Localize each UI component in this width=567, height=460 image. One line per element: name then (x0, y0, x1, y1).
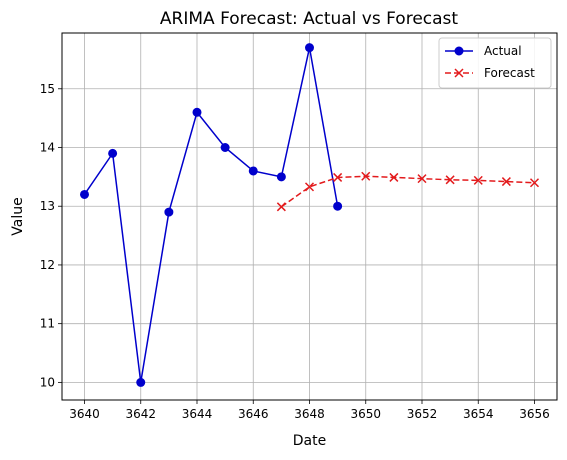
forecast-point (333, 172, 343, 182)
series-layer (80, 43, 540, 387)
forecast-point (501, 177, 511, 187)
legend-item-actual: Actual (445, 44, 522, 58)
forecast-series-line (280, 175, 535, 208)
actual-point (192, 107, 202, 117)
x-tick-label: 3642 (125, 407, 156, 421)
y-tick-label: 15 (40, 82, 55, 96)
actual-point (305, 43, 314, 53)
x-tick-label: 3646 (238, 407, 269, 421)
actual-point (136, 377, 146, 387)
forecast-point (389, 172, 399, 182)
chart-title: ARIMA Forecast: Actual vs Forecast (160, 9, 458, 29)
legend: Actual Forecast (438, 37, 552, 89)
ticks: 3640 3642 3644 3646 3648 3650 3652 3654 3656 10 11… (40, 82, 550, 421)
legend-label-forecast: Forecast (484, 66, 535, 80)
actual-point (220, 143, 230, 153)
x-tick-label: 3644 (182, 407, 213, 421)
legend-marker-forecast (454, 68, 464, 78)
x-axis-label: Date (293, 433, 326, 449)
actual-point (276, 172, 286, 182)
actual-point (108, 148, 118, 158)
y-tick-label: 12 (40, 258, 55, 272)
forecast-point (473, 175, 483, 185)
actual-point (164, 207, 174, 217)
actual-series-line (83, 47, 339, 383)
x-tick-label: 3650 (350, 407, 381, 421)
forecast-point (529, 178, 540, 188)
plot-frame (61, 32, 558, 401)
y-tick-label: 11 (40, 317, 55, 331)
grid (62, 33, 557, 400)
x-tick-label: 3648 (294, 407, 325, 421)
forecast-point (304, 182, 315, 192)
y-tick-label: 10 (40, 375, 55, 389)
forecast-point (417, 174, 427, 184)
x-tick-label: 3654 (463, 407, 494, 421)
y-tick-label: 14 (40, 141, 55, 155)
x-tick-label: 3640 (69, 407, 100, 421)
x-tick-label: 3652 (407, 407, 438, 421)
x-tick-label: 3656 (519, 407, 550, 421)
legend-marker-actual (454, 46, 464, 56)
y-axis-label: Value (10, 197, 26, 235)
forecast-point (276, 202, 286, 212)
y-tick-label: 13 (40, 199, 55, 213)
forecast-point (361, 171, 371, 181)
actual-point (333, 201, 343, 211)
legend-item-forecast: Forecast (445, 66, 535, 80)
actual-point (248, 166, 258, 176)
legend-label-actual: Actual (484, 44, 522, 58)
actual-point (80, 189, 89, 199)
forecast-point (445, 175, 455, 185)
